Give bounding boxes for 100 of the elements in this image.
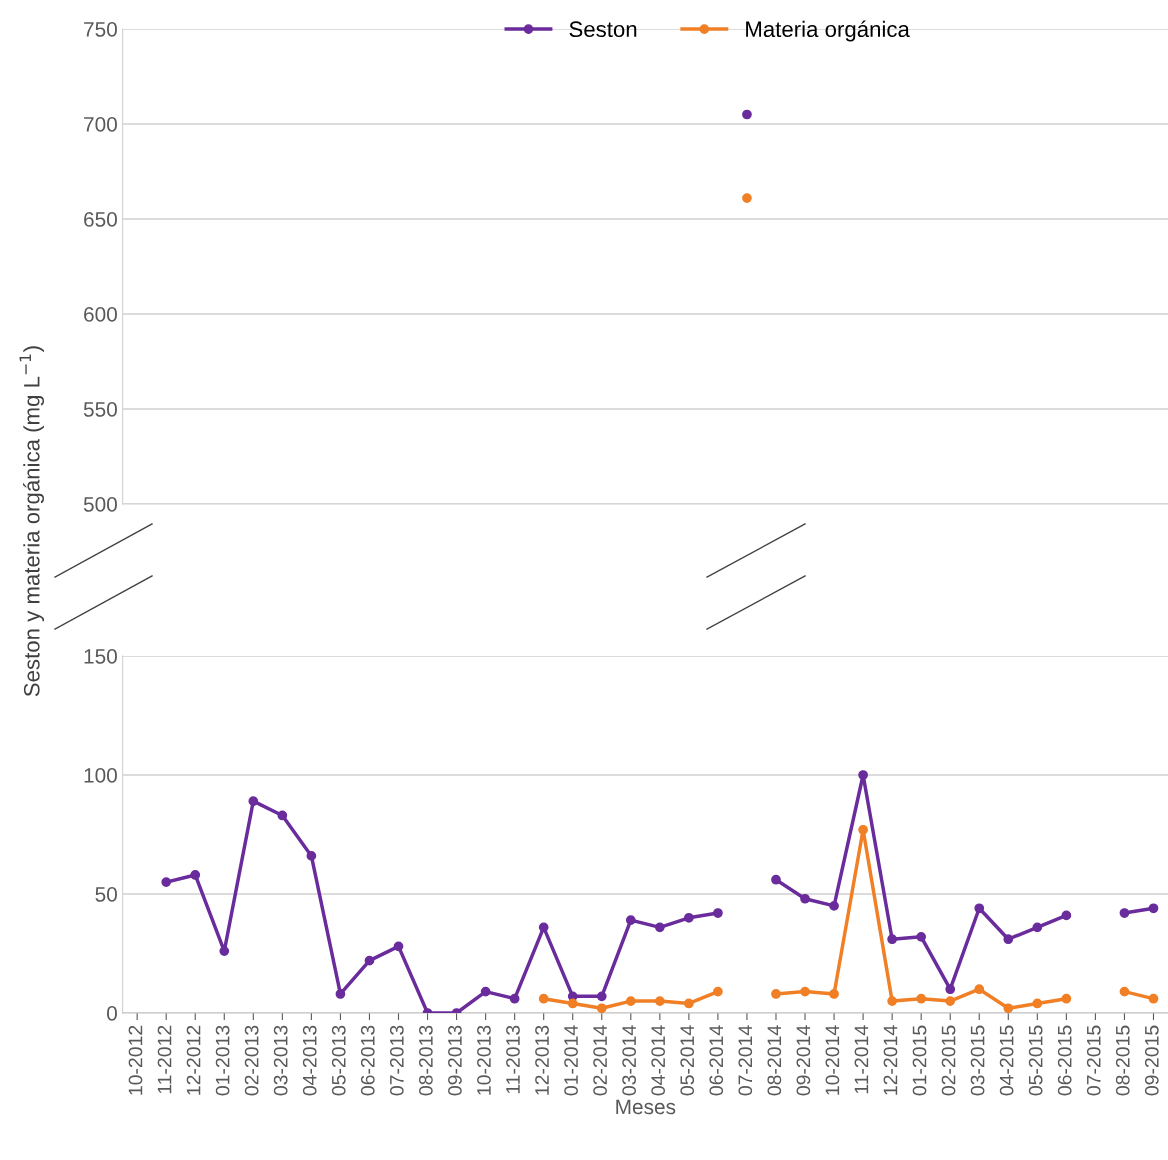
point [1061,910,1072,921]
x-tick-label: 05-2013 [331,1025,346,1096]
point [335,989,346,999]
x-tick-label: 10-2014 [825,1025,840,1095]
y-tick-label: 0 [107,1006,117,1021]
x-tick-label: 12-2014 [883,1025,898,1095]
point [829,901,839,911]
y-tick-label: 750 [84,22,117,37]
point [771,989,781,999]
point [1032,998,1043,1009]
point [713,986,723,997]
x-tick-label: 06-2015 [1057,1025,1072,1096]
point [625,996,636,1006]
y-tick-label: 650 [84,212,117,227]
x-tick-label: 05-2014 [680,1025,695,1096]
y-tick-label: 100 [84,768,117,783]
y-tick-label: 700 [84,117,117,132]
point [1061,993,1072,1004]
point [654,922,665,933]
y-tick-label: 600 [84,307,117,322]
point [393,941,404,952]
point [596,1003,607,1013]
point [1119,908,1130,918]
x-tick-label: 12-2012 [186,1025,201,1095]
x-tick-label: 02-2013 [244,1025,259,1096]
x-tick-label: 04-2013 [302,1025,317,1096]
x-tick-label: 01-2013 [215,1025,230,1096]
y-tick-label: 50 [95,887,117,902]
x-tick-label: 11-2013 [506,1025,520,1094]
x-tick-label: 04-2014 [651,1025,666,1096]
y-axis-title: Seston y materia orgánica (mg L$^{−1}$) [19,346,45,697]
point [538,922,549,933]
point [654,996,665,1006]
x-tick-label: 09-2013 [448,1025,462,1096]
point [1003,934,1014,945]
x-tick-label: 10-2012 [128,1025,143,1095]
point [771,874,781,885]
x-axis-title: Meses [616,1099,676,1115]
x-tick-label: 06-2013 [360,1025,375,1096]
point [248,796,259,807]
point [800,893,810,904]
point [887,934,898,945]
point [829,989,839,999]
x-tick-label: 05-2015 [1028,1025,1043,1096]
x-tick-label: 07-2013 [389,1025,404,1096]
x-tick-label: 08-2014 [767,1025,782,1096]
point [1032,922,1043,933]
point [684,998,694,1009]
point [161,877,172,887]
x-tick-label: 07-2014 [738,1025,753,1096]
point [1148,903,1159,914]
x-tick-label: 03-2014 [622,1025,637,1096]
x-tick-label: 04-2015 [999,1025,1014,1096]
y-tick-label: 550 [83,402,117,417]
point [1003,1003,1014,1013]
point [858,770,868,780]
x-tick-label: 10-2013 [477,1025,491,1095]
point [945,984,956,995]
x-tick-label: 08-2013 [418,1025,433,1096]
point [684,912,694,923]
point [713,908,723,918]
point [538,993,549,1004]
x-tick-label: 06-2014 [709,1025,724,1096]
point [306,851,317,861]
point [800,986,810,997]
x-tick-label: 02-2014 [593,1025,607,1096]
point [1119,986,1130,997]
point [858,824,868,835]
point [625,915,636,926]
x-tick-label: 01-2015 [912,1025,927,1096]
point [277,810,288,821]
x-tick-label: 03-2013 [273,1025,288,1096]
x-tick-label: 09-2014 [796,1025,811,1096]
point [916,931,927,942]
x-tick-label: 12-2013 [535,1025,549,1095]
point [945,996,956,1006]
x-tick-label: 11-2014 [854,1025,869,1094]
point [596,991,607,1002]
point [916,993,927,1004]
point [509,993,520,1004]
legend-label: Seston [569,21,637,38]
point [480,986,491,997]
point [1148,993,1159,1004]
x-tick-label: 11-2012 [157,1025,172,1094]
x-tick-label: 09-2015 [1144,1025,1159,1096]
y-tick-label: 500 [83,497,117,512]
x-tick-label: 07-2015 [1086,1025,1101,1096]
point [974,903,985,914]
legend-label: Materia orgánica [746,20,910,42]
x-tick-label: 08-2015 [1115,1025,1130,1096]
x-tick-label: 02-2015 [941,1025,956,1096]
x-tick-label: 01-2014 [564,1025,578,1096]
point [364,955,375,966]
point [567,998,578,1009]
point [190,870,201,880]
point [219,946,230,956]
point [974,984,985,995]
point [887,996,898,1006]
y-tick-label: 150 [84,649,117,664]
x-tick-label: 03-2015 [970,1025,985,1096]
